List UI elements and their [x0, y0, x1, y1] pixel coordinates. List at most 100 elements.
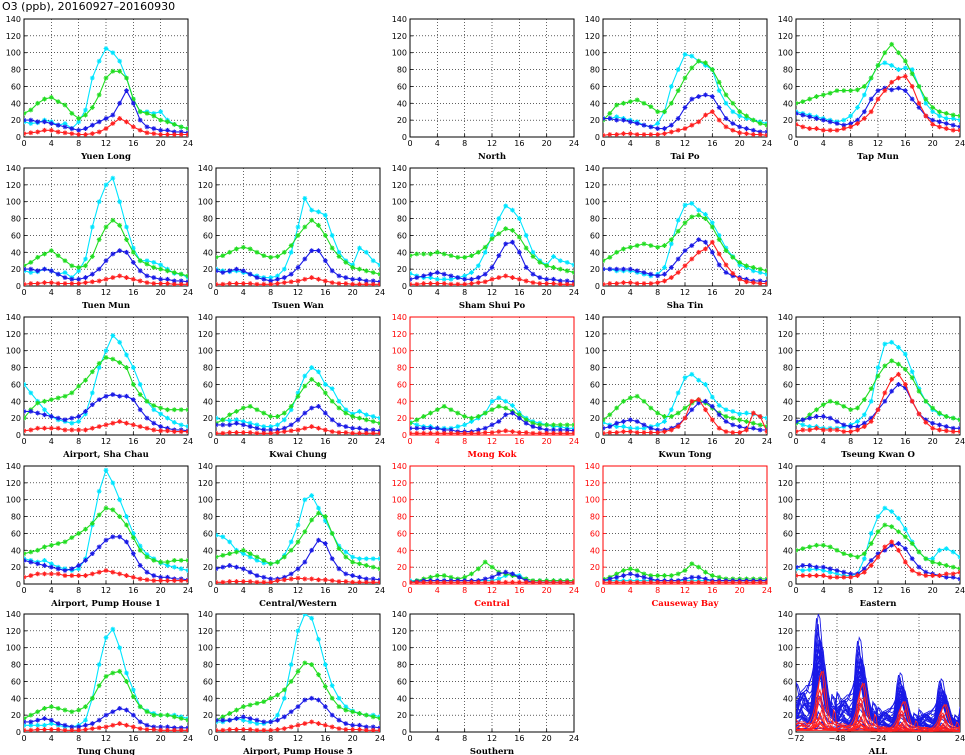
data-point — [363, 412, 369, 418]
data-point — [634, 393, 640, 399]
data-point — [227, 412, 233, 418]
data-point — [254, 573, 260, 578]
data-point — [641, 241, 647, 247]
data-point — [530, 249, 536, 255]
data-point — [62, 417, 68, 423]
data-point — [737, 417, 743, 423]
y-tick-label: 120 — [778, 479, 793, 488]
data-point — [130, 365, 136, 370]
data-point — [475, 249, 481, 255]
data-point — [370, 414, 376, 419]
y-tick-label: 0 — [402, 580, 407, 589]
data-point — [455, 424, 461, 429]
data-point — [807, 114, 813, 120]
data-point — [363, 727, 369, 732]
x-tick-label: 4 — [49, 734, 54, 743]
data-point — [329, 712, 335, 718]
data-point — [930, 105, 936, 110]
data-point — [834, 400, 840, 406]
data-point — [336, 546, 342, 551]
data-point — [309, 662, 315, 667]
y-tick-label: 20 — [783, 563, 793, 572]
x-tick-label: 12 — [293, 437, 303, 446]
data-point — [902, 88, 908, 94]
data-point — [302, 559, 308, 565]
data-point — [42, 706, 47, 711]
x-tick-label: 24 — [183, 288, 193, 297]
x-tick-label: 8 — [76, 437, 81, 446]
data-point — [841, 122, 847, 128]
data-point — [557, 430, 563, 435]
data-point — [855, 405, 860, 411]
data-point — [55, 395, 61, 401]
y-tick-label: 80 — [590, 513, 600, 522]
data-point — [377, 420, 380, 426]
data-point — [165, 559, 170, 565]
x-tick-label: 16 — [707, 139, 717, 148]
data-point — [302, 256, 308, 262]
data-point — [76, 566, 82, 572]
y-tick-label: 40 — [11, 397, 21, 406]
data-point — [428, 410, 433, 416]
data-point — [875, 529, 881, 535]
y-tick-label: 20 — [590, 116, 600, 125]
data-point — [124, 352, 129, 358]
data-point — [89, 571, 95, 577]
data-point — [117, 58, 123, 64]
data-point — [634, 573, 640, 578]
data-point — [370, 576, 376, 582]
data-point — [35, 410, 41, 416]
data-point — [343, 549, 349, 555]
y-tick-label: 40 — [203, 397, 213, 406]
data-point — [151, 558, 157, 563]
data-point — [268, 278, 274, 284]
data-point — [103, 355, 109, 360]
data-point — [441, 271, 447, 277]
data-point — [48, 268, 54, 274]
series-group — [24, 46, 188, 137]
data-point — [516, 415, 522, 421]
data-point — [35, 119, 41, 125]
data-point — [861, 551, 867, 557]
data-point — [482, 244, 488, 250]
data-point — [254, 249, 260, 255]
data-point — [96, 488, 102, 494]
station-label: Sha Tin — [667, 301, 704, 311]
data-point — [234, 707, 239, 713]
data-point — [83, 427, 88, 433]
data-point — [909, 375, 915, 381]
data-point — [357, 276, 362, 282]
data-point — [421, 273, 427, 279]
data-point — [909, 96, 915, 102]
station-label: Causeway Bay — [652, 599, 720, 609]
data-point — [55, 281, 61, 286]
y-tick-label: 0 — [595, 431, 600, 440]
series-group — [410, 559, 574, 584]
y-tick-label: 140 — [778, 610, 793, 619]
y-tick-label: 40 — [11, 546, 21, 555]
data-point — [662, 271, 667, 277]
data-point — [930, 425, 936, 431]
data-point — [69, 126, 75, 131]
x-tick-label: 16 — [128, 288, 138, 297]
data-point — [302, 529, 308, 535]
data-point — [288, 279, 294, 285]
data-point — [571, 270, 574, 275]
data-point — [103, 537, 109, 543]
data-point — [757, 414, 763, 419]
data-point — [158, 727, 164, 732]
data-point — [516, 574, 522, 580]
data-point — [137, 392, 143, 397]
data-point — [216, 566, 219, 572]
data-point — [130, 687, 136, 693]
data-point — [42, 407, 47, 413]
y-tick-label: 140 — [778, 462, 793, 471]
data-point — [950, 425, 956, 431]
y-tick-label: 120 — [392, 479, 407, 488]
data-point — [723, 262, 729, 268]
data-point — [137, 127, 143, 133]
y-tick-label: 120 — [6, 479, 21, 488]
data-point — [110, 112, 116, 118]
data-point — [489, 398, 495, 404]
